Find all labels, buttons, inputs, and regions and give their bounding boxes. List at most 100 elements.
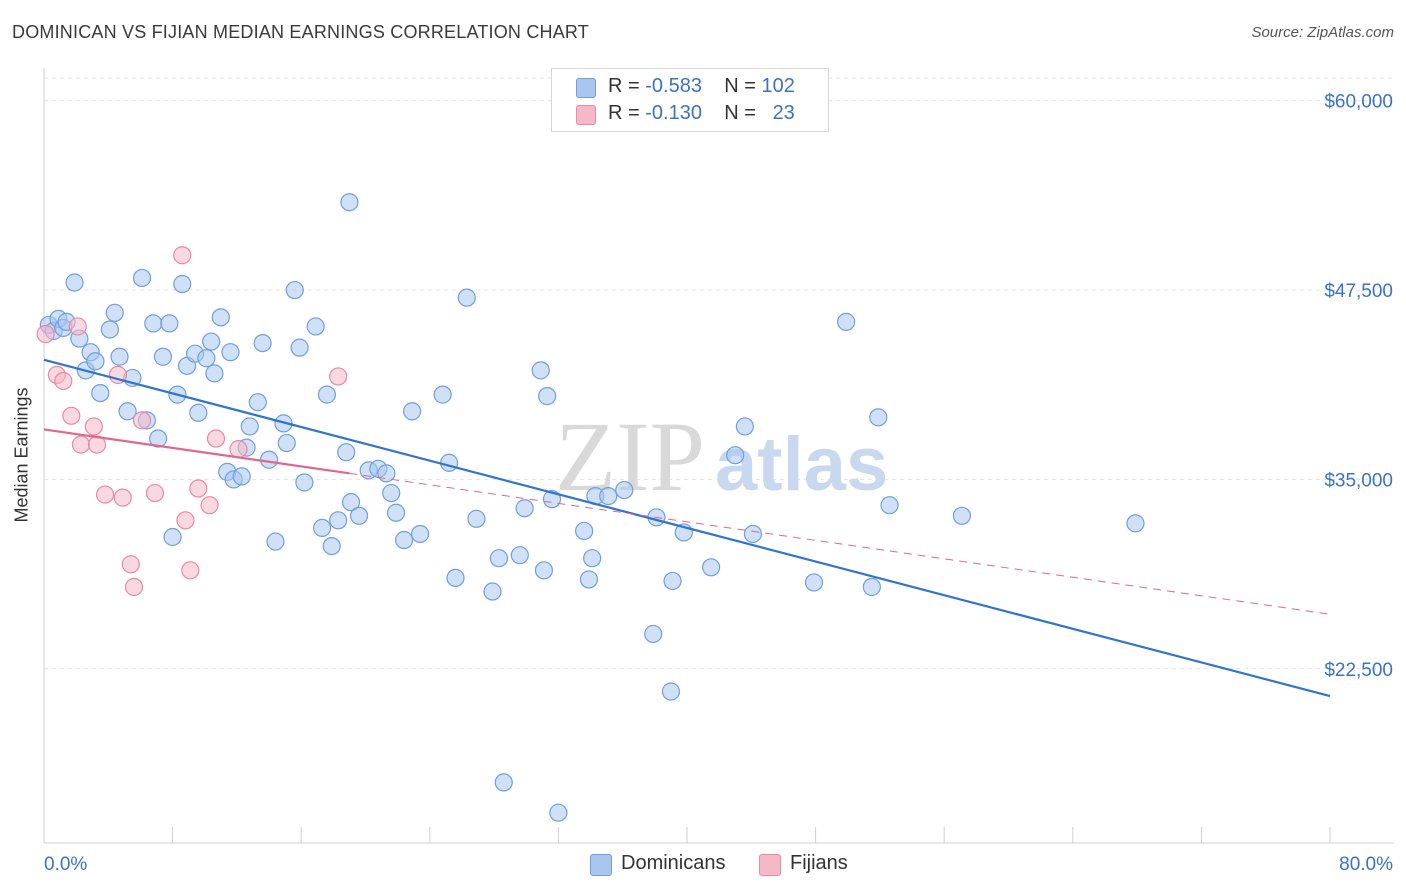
grid-layer (44, 77, 1394, 670)
fijian-point (181, 561, 200, 580)
fijian-point (176, 511, 195, 530)
dominican-point (110, 347, 129, 366)
dominican-point (531, 361, 550, 380)
dominican-point (663, 571, 682, 591)
dominican-point (205, 364, 224, 383)
points-layer (36, 193, 1145, 822)
y-tick-label: $35,000 (1324, 470, 1393, 491)
tick-label-layer: $22,500 $35,000 $47,500 $60,000 0.0% 80.0% (44, 92, 1393, 875)
dominican-point (221, 343, 240, 362)
dominican-point (494, 773, 513, 792)
dominican-point (144, 314, 163, 333)
dominican-point (869, 408, 888, 427)
y-tick-label: $60,000 (1324, 92, 1393, 113)
dominican-point (65, 273, 84, 292)
dominican-point (163, 527, 182, 547)
dominican-point (312, 518, 332, 538)
fijian-point (95, 485, 115, 504)
fijian-trend-line-solid (43, 428, 350, 475)
dominican-point (661, 682, 681, 701)
legend-r-label: R = (608, 75, 640, 97)
dominican-point (579, 570, 599, 589)
dominican-point (489, 549, 509, 568)
dominican-point (160, 314, 179, 333)
dominican-point (386, 503, 406, 522)
dominican-point (467, 509, 486, 528)
fijian-point (206, 429, 226, 448)
dominican-point (322, 536, 341, 556)
legend-swatch-dominicans (576, 78, 596, 98)
dominican-point (433, 385, 452, 404)
fijian-point (54, 371, 73, 391)
fijian-point (132, 411, 152, 430)
dominican-point (837, 312, 856, 331)
legend-swatch-fijians (576, 105, 596, 125)
dominican-point (615, 480, 634, 500)
dominican-point (446, 568, 465, 588)
dominican-point (575, 521, 594, 541)
stats-legend: R = -0.583 N = 102 R = -0.130 N = 23 (551, 68, 829, 132)
source-label: Source: ZipAtlas.com (1251, 24, 1394, 41)
fijian-point (84, 417, 103, 436)
chart-title: DOMINICAN VS FIJIAN MEDIAN EARNINGS CORR… (12, 22, 589, 42)
fijian-point (173, 246, 192, 265)
dominican-point (266, 532, 285, 551)
dominican-point (100, 320, 120, 339)
dominican-point (91, 383, 110, 403)
fijian-point (200, 496, 219, 515)
fijian-point (189, 479, 208, 498)
dominican-point (253, 333, 272, 353)
dominican-point (317, 385, 337, 404)
dominican-point (583, 549, 602, 568)
dominican-point (211, 308, 230, 327)
fijian-point (71, 435, 91, 454)
fijian-point (68, 317, 87, 336)
dominican-point (337, 443, 356, 462)
bottom-legend-label-dominicans: Dominicans (621, 852, 726, 874)
dominican-point (349, 506, 369, 525)
dominican-point (599, 486, 618, 506)
dominican-point (702, 558, 721, 577)
dominican-point (538, 387, 557, 406)
dominican-point (483, 582, 502, 601)
dominican-point (804, 573, 824, 592)
dominican-point (118, 402, 137, 421)
dominican-point (306, 317, 325, 336)
dominican-point (259, 450, 279, 469)
bottom-legend-label-fijians: Fijians (790, 852, 848, 874)
fijian-point (329, 367, 348, 386)
dominican-point (735, 417, 754, 436)
fijian-point (62, 406, 81, 425)
dominican-point (862, 577, 881, 597)
dominican-point (173, 274, 192, 294)
fijian-trend-line-dashed (349, 472, 1331, 615)
dominican-trend-line (43, 358, 1331, 698)
y-tick-label: $47,500 (1324, 281, 1393, 302)
fijian-point (36, 324, 55, 344)
fijian-point (121, 555, 140, 574)
legend-r-value: -0.130 (645, 102, 702, 124)
dominican-point (644, 624, 663, 644)
dominican-point (295, 473, 314, 492)
dominican-point (726, 446, 745, 465)
dominican-point (240, 417, 259, 436)
trend-layer (43, 358, 1331, 698)
x-tick-label-max: 80.0% (1339, 854, 1393, 875)
legend-n-value: 102 (761, 75, 795, 97)
dominican-point (952, 506, 971, 525)
dominican-point (248, 393, 267, 412)
legend-r-label: R = (608, 102, 640, 124)
dominican-point (510, 546, 529, 565)
dominican-point (149, 429, 168, 448)
watermark-atlas: atlas (715, 422, 888, 507)
dominican-point (411, 524, 430, 544)
dominican-point (515, 499, 534, 518)
dominican-point (403, 402, 422, 421)
fijian-point (229, 440, 248, 459)
fijian-point (124, 577, 144, 597)
dominican-point (394, 530, 414, 550)
dominican-point (285, 280, 304, 300)
dominican-point (105, 303, 124, 322)
bottom-legend-swatch-dominicans (590, 854, 612, 876)
